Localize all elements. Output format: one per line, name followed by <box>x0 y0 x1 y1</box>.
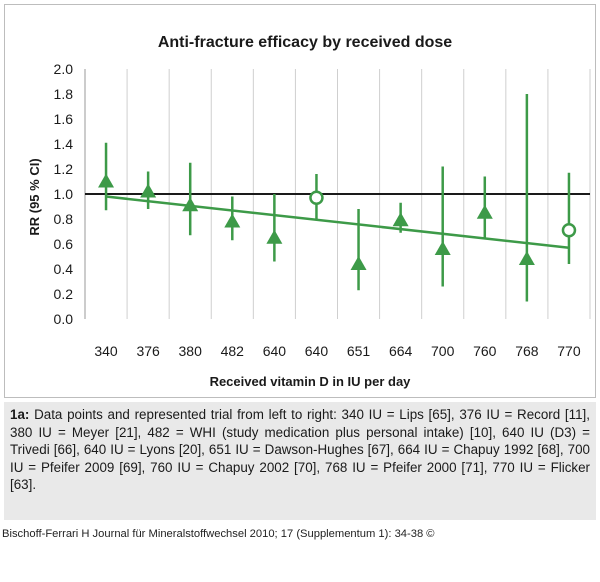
x-tick-label: 700 <box>431 343 455 359</box>
x-tick-label: 768 <box>515 343 539 359</box>
triangle-marker <box>518 251 535 265</box>
y-tick-label: 0.2 <box>54 286 74 302</box>
y-tick-label: 0.4 <box>54 261 74 277</box>
x-tick-label: 340 <box>94 343 118 359</box>
x-tick-label: 380 <box>179 343 203 359</box>
triangle-marker <box>476 204 493 219</box>
chart-frame: Anti-fracture efficacy by received dose … <box>4 4 596 398</box>
x-tick-label: 482 <box>221 343 245 359</box>
x-tick-label: 640 <box>263 343 287 359</box>
y-tick-label: 1.6 <box>54 111 74 127</box>
x-tick-label: 651 <box>347 343 371 359</box>
triangle-marker <box>224 213 241 228</box>
y-tick-label: 1.0 <box>54 186 74 202</box>
circle-marker <box>561 223 577 238</box>
y-tick-label: 0.8 <box>54 211 74 227</box>
y-tick-label: 0.0 <box>54 311 74 327</box>
x-axis-label: Received vitamin D in IU per day <box>210 374 412 389</box>
y-tick-label: 0.6 <box>54 236 74 252</box>
triangle-marker <box>392 212 409 227</box>
x-tick-label: 640 <box>305 343 329 359</box>
x-tick-label: 664 <box>389 343 413 359</box>
source-citation: Bischoff-Ferrari H Journal für Mineralst… <box>2 528 435 540</box>
y-tick-label: 1.8 <box>54 86 74 102</box>
trend-line <box>105 195 570 249</box>
chart-title: Anti-fracture efficacy by received dose <box>158 34 452 51</box>
y-tick-label: 1.4 <box>54 136 74 152</box>
triangle-marker <box>98 173 115 188</box>
y-axis-label: RR (95 % CI) <box>27 158 42 235</box>
circle-marker <box>309 190 324 205</box>
x-tick-label: 760 <box>473 343 497 359</box>
triangle-marker <box>434 241 451 255</box>
forest-plot-chart: Anti-fracture efficacy by received dose … <box>27 34 591 389</box>
caption-label: 1a: <box>10 407 30 422</box>
caption-text: Data points and represented trial from l… <box>10 407 590 492</box>
y-tick-label: 2.0 <box>54 61 74 77</box>
triangle-marker <box>140 183 157 198</box>
triangle-marker <box>350 256 367 270</box>
x-tick-label: 376 <box>136 343 160 359</box>
triangle-marker <box>266 229 283 244</box>
triangle-marker <box>182 197 199 212</box>
y-tick-label: 1.2 <box>54 161 74 177</box>
figure-caption: 1a: Data points and represented trial fr… <box>4 402 596 520</box>
x-tick-label: 770 <box>557 343 581 359</box>
